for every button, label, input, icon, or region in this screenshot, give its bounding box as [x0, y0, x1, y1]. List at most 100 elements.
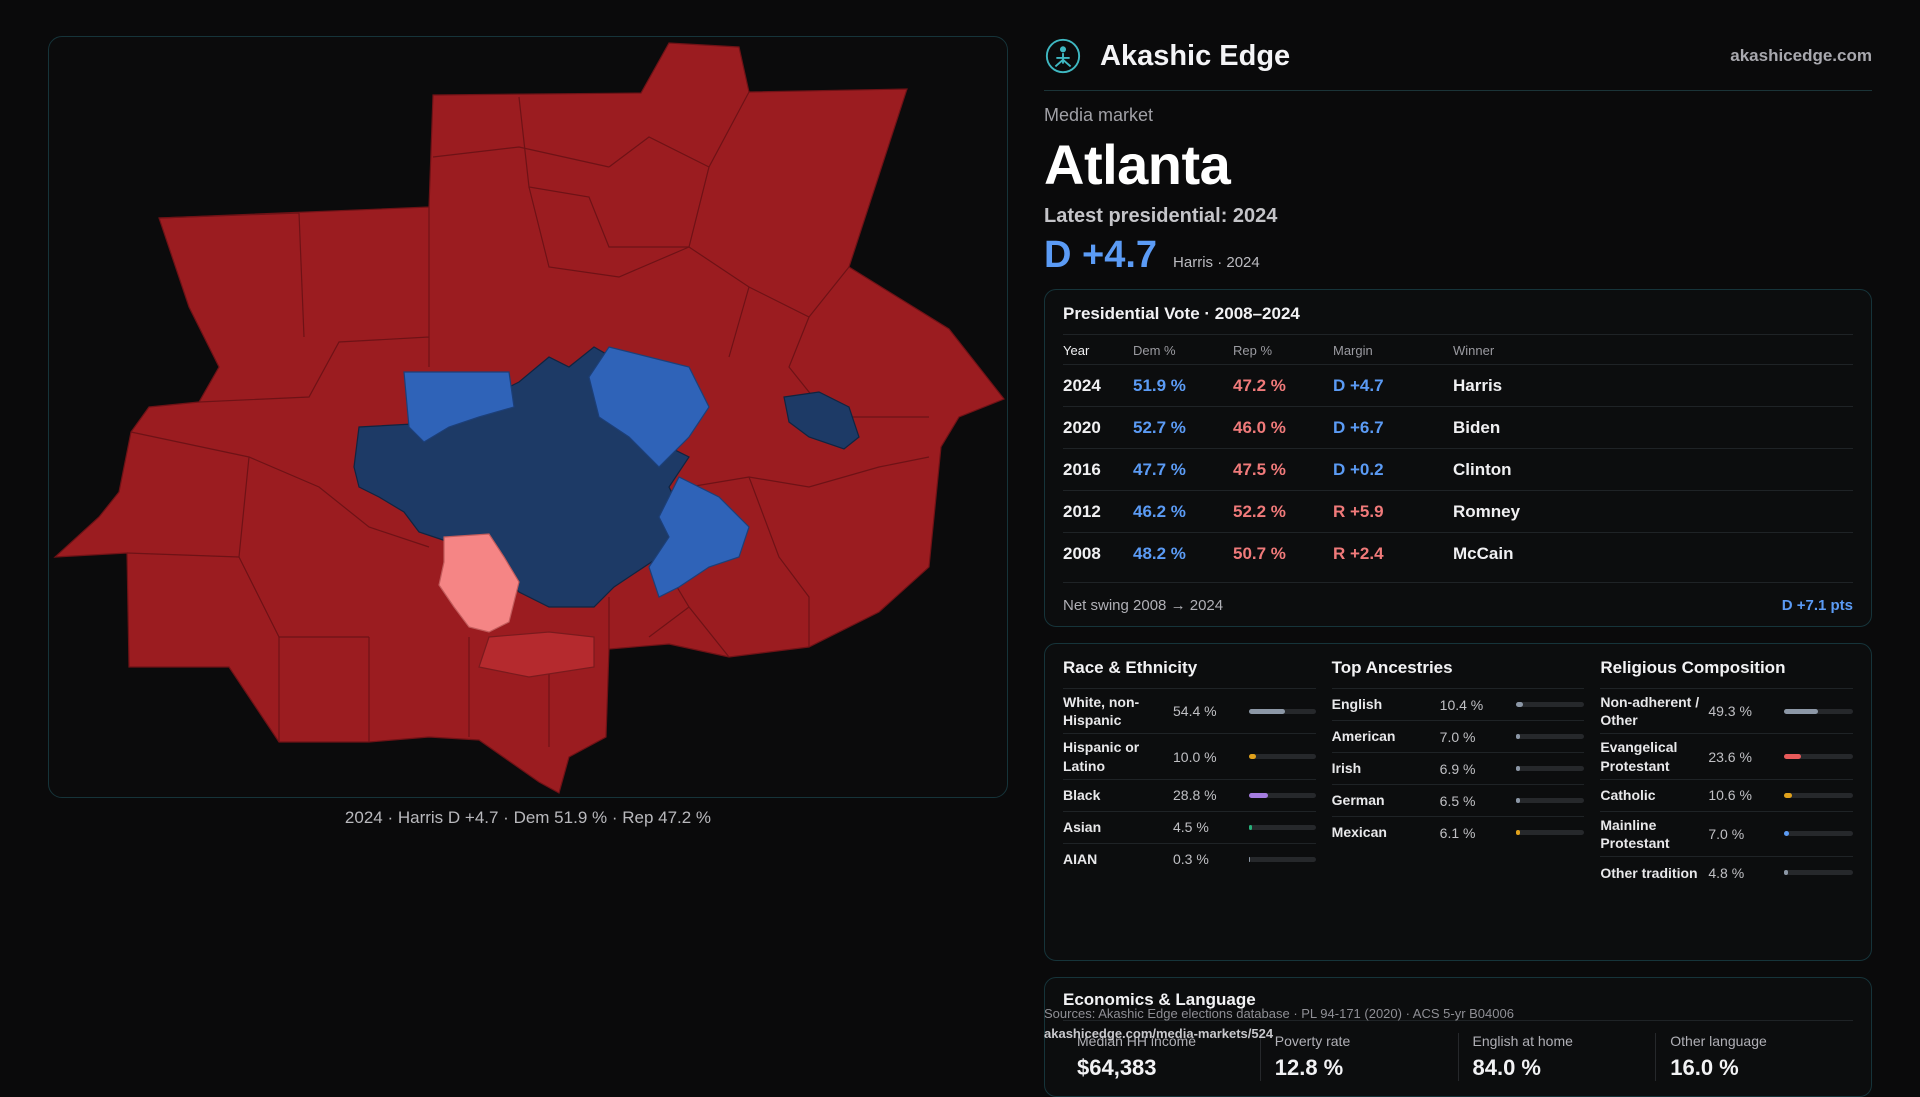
vote-dem-pct: 51.9 %	[1133, 375, 1186, 395]
map-county-lean-d-1[interactable]	[403, 371, 515, 443]
vote-year: 2024	[1063, 375, 1101, 395]
religion-title: Religious Composition	[1600, 658, 1786, 677]
race-row: White, non-Hispanic 54.4 %	[1063, 688, 1316, 733]
religion-row: Catholic 10.6 %	[1600, 778, 1854, 811]
brand-url-link[interactable]: akashicedge.com	[1730, 46, 1872, 65]
race-label: Asian	[1063, 819, 1102, 836]
race-pct: 4.5 %	[1173, 819, 1209, 836]
ancestry-label: Irish	[1331, 760, 1362, 777]
ancestry-bar-track	[1515, 766, 1585, 771]
economics-label: Other language	[1670, 1033, 1767, 1049]
map-county-lean-r[interactable]	[478, 631, 595, 678]
market-map[interactable]	[48, 36, 1008, 798]
religion-bar-track	[1784, 708, 1854, 714]
race-row: AIAN 0.3 %	[1063, 842, 1316, 875]
race-bar-fill	[1249, 754, 1256, 760]
religion-column: Religious Composition Non-adherent / Oth…	[1600, 658, 1854, 946]
religion-pct: 7.0 %	[1708, 825, 1745, 842]
vote-winner: Biden	[1453, 417, 1501, 437]
race-bar-track	[1249, 824, 1316, 830]
vote-margin: R +5.9	[1333, 501, 1384, 521]
religion-bar-fill	[1784, 792, 1792, 798]
map-county-lean-d-3[interactable]	[648, 476, 750, 598]
religion-row: Evangelical Protestant 23.6 %	[1600, 733, 1854, 778]
religion-bar-track	[1784, 831, 1854, 837]
religion-bar-fill	[1784, 831, 1790, 837]
race-bar-track	[1249, 708, 1316, 714]
religion-row: Other tradition 4.8 %	[1600, 856, 1854, 888]
ancestry-title: Top Ancestries	[1331, 658, 1453, 677]
race-row: Black 28.8 %	[1063, 778, 1316, 811]
race-label: White, non-Hispanic	[1063, 694, 1140, 729]
map-county-lean-d-2[interactable]	[588, 346, 710, 468]
race-bar-fill	[1249, 824, 1252, 830]
ancestry-bar-fill	[1515, 766, 1521, 771]
religion-label: Catholic	[1600, 787, 1656, 804]
headline-margin: D +4.7 Harris · 2024	[1044, 234, 1872, 277]
race-label: Hispanic or Latino	[1063, 739, 1140, 774]
map-county-safe-d-2[interactable]	[783, 391, 860, 450]
net-swing-label: Net swing 2008 → 2024	[1063, 597, 1224, 614]
ancestry-label: Mexican	[1331, 824, 1387, 841]
vote-dem-pct: 46.2 %	[1133, 501, 1186, 521]
economics-value: 84.0 %	[1472, 1055, 1542, 1080]
vote-table-row: 2012 46.2 % 52.2 % R +5.9 Romney	[1063, 490, 1853, 532]
net-swing-row: Net swing 2008 → 2024 D +7.1 pts	[1063, 582, 1853, 614]
religion-bar-fill	[1784, 754, 1801, 760]
headline-margin-sub: Harris · 2024	[1173, 254, 1260, 271]
religion-row: Non-adherent / Other 49.3 %	[1600, 688, 1854, 733]
ancestry-row: Mexican 6.1 %	[1331, 816, 1585, 848]
vote-rep-pct: 46.0 %	[1233, 417, 1286, 437]
ancestry-column: Top Ancestries English 10.4 % American 7.0 …	[1331, 658, 1585, 946]
map-county-light-r[interactable]	[438, 533, 520, 633]
vote-winner: Romney	[1453, 501, 1521, 521]
ancestry-bar-track	[1515, 798, 1585, 803]
vote-margin: R +2.4	[1333, 543, 1384, 563]
ancestry-bar-track	[1515, 702, 1585, 707]
vote-rep-pct: 50.7 %	[1233, 543, 1286, 563]
vote-dem-pct: 47.7 %	[1133, 459, 1186, 479]
county-map[interactable]	[49, 37, 1008, 798]
col-margin: Margin	[1333, 343, 1373, 358]
race-pct: 10.0 %	[1173, 748, 1217, 765]
race-row: Hispanic or Latino 10.0 %	[1063, 733, 1316, 778]
economics-grid: Median HH income $64,383 Poverty rate 12.8 …	[1063, 1020, 1853, 1081]
header-divider	[1044, 90, 1872, 91]
col-winner: Winner	[1453, 343, 1495, 358]
brand-name: Akashic Edge	[1100, 39, 1291, 72]
race-title: Race & Ethnicity	[1063, 658, 1198, 677]
religion-pct: 10.6 %	[1708, 787, 1752, 804]
vote-dem-pct: 52.7 %	[1133, 417, 1186, 437]
economics-item: English at home 84.0 %	[1459, 1033, 1657, 1081]
ancestry-bar-track	[1515, 830, 1585, 835]
ancestry-pct: 10.4 %	[1439, 696, 1484, 713]
race-row: Asian 4.5 %	[1063, 810, 1316, 843]
ancestry-bar-fill	[1515, 830, 1520, 835]
race-bar-fill	[1249, 708, 1286, 714]
page-title: Atlanta	[1044, 133, 1231, 196]
headline-margin-value: D +4.7	[1044, 234, 1158, 276]
economics-item: Median HH income $64,383	[1063, 1033, 1261, 1081]
economics-value: 12.8 %	[1274, 1055, 1344, 1080]
religion-bar-fill	[1784, 708, 1819, 714]
ancestry-pct: 7.0 %	[1439, 728, 1476, 745]
col-year: Year	[1063, 343, 1090, 358]
col-rep: Rep %	[1233, 343, 1273, 358]
vote-year: 2012	[1063, 501, 1101, 521]
vote-rep-pct: 47.2 %	[1233, 375, 1286, 395]
economics-label: Poverty rate	[1274, 1033, 1351, 1049]
ancestry-row: English 10.4 %	[1331, 688, 1585, 720]
race-pct: 0.3 %	[1173, 851, 1209, 868]
race-bar-track	[1249, 856, 1316, 862]
religion-pct: 49.3 %	[1708, 703, 1752, 720]
permalink-link[interactable]: akashicedge.com/media-markets/524	[1044, 1026, 1274, 1041]
race-bar-track	[1249, 792, 1316, 798]
demographics-card: Race & Ethnicity White, non-Hispanic 54.4…	[1044, 643, 1872, 961]
akashic-logo-icon	[1045, 38, 1081, 74]
col-dem: Dem %	[1133, 343, 1176, 358]
presidential-vote-card: Presidential Vote · 2008–2024 Year Dem %…	[1044, 289, 1872, 627]
ancestry-row: German 6.5 %	[1331, 784, 1585, 816]
vote-table-row: 2008 48.2 % 50.7 % R +2.4 McCain	[1063, 532, 1853, 574]
religion-label: Evangelical Protestant	[1600, 739, 1678, 774]
sources-note: Sources: Akashic Edge elections database…	[1044, 1006, 1514, 1021]
